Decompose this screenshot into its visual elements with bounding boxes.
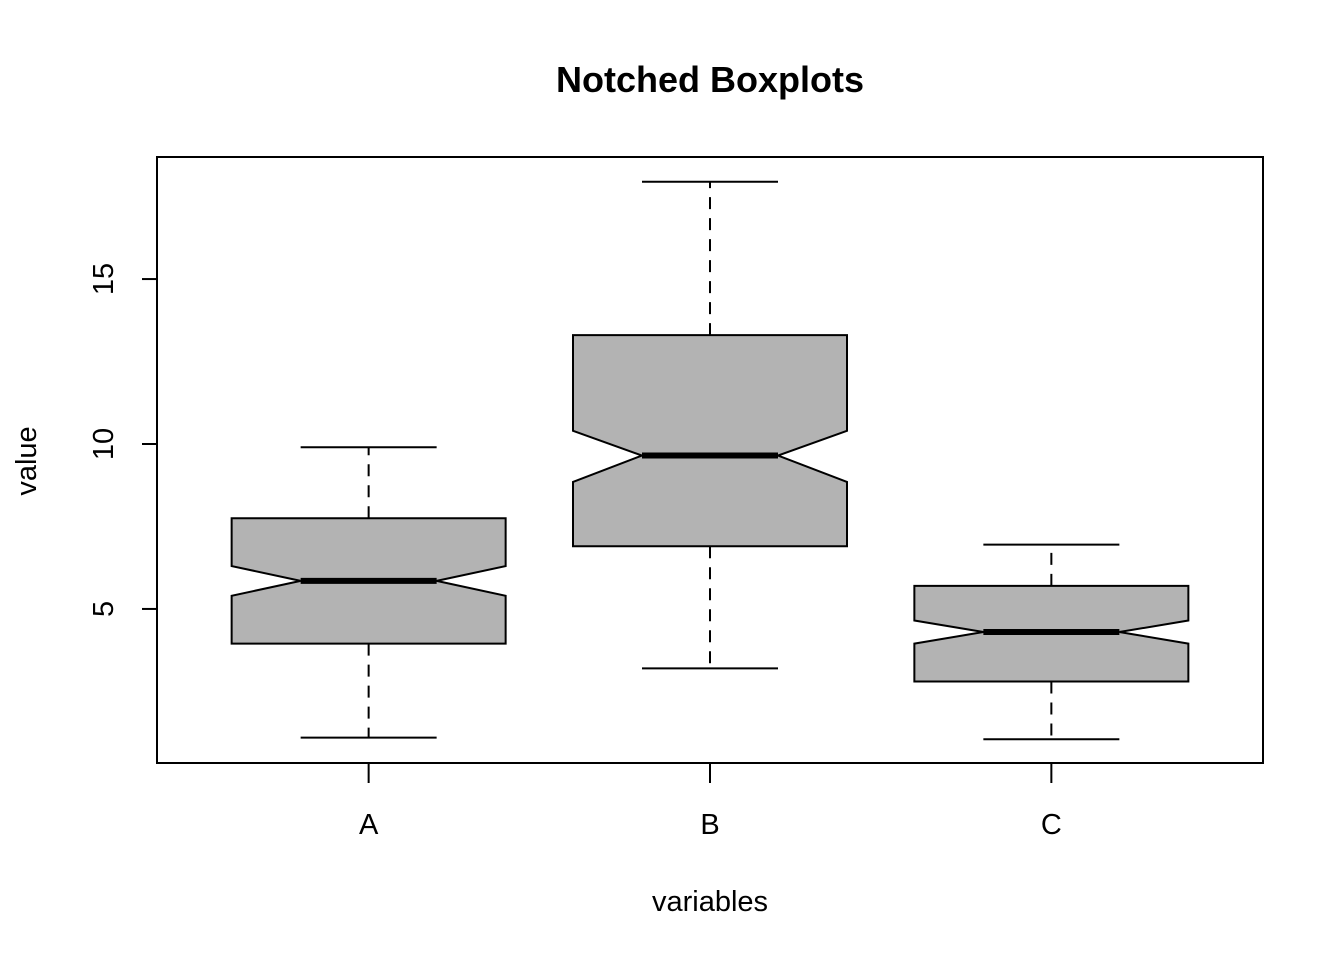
- x-axis-label: variables: [652, 886, 768, 918]
- x-axis: A B C: [359, 763, 1062, 841]
- box-A: [230, 446, 507, 739]
- x-tick-label: A: [359, 809, 379, 841]
- y-axis: 5 10 15: [88, 263, 158, 617]
- notched-box: [572, 334, 848, 548]
- box-C: [913, 543, 1190, 741]
- y-tick-label: 5: [88, 601, 120, 617]
- x-tick-label: B: [700, 809, 719, 841]
- box-B: [572, 180, 848, 670]
- boxes: [230, 180, 1190, 741]
- y-tick-label: 15: [88, 263, 120, 295]
- y-tick-label: 10: [88, 428, 120, 460]
- x-tick-label: C: [1041, 809, 1062, 841]
- y-axis-label: value: [11, 426, 43, 495]
- chart-title: Notched Boxplots: [556, 59, 864, 100]
